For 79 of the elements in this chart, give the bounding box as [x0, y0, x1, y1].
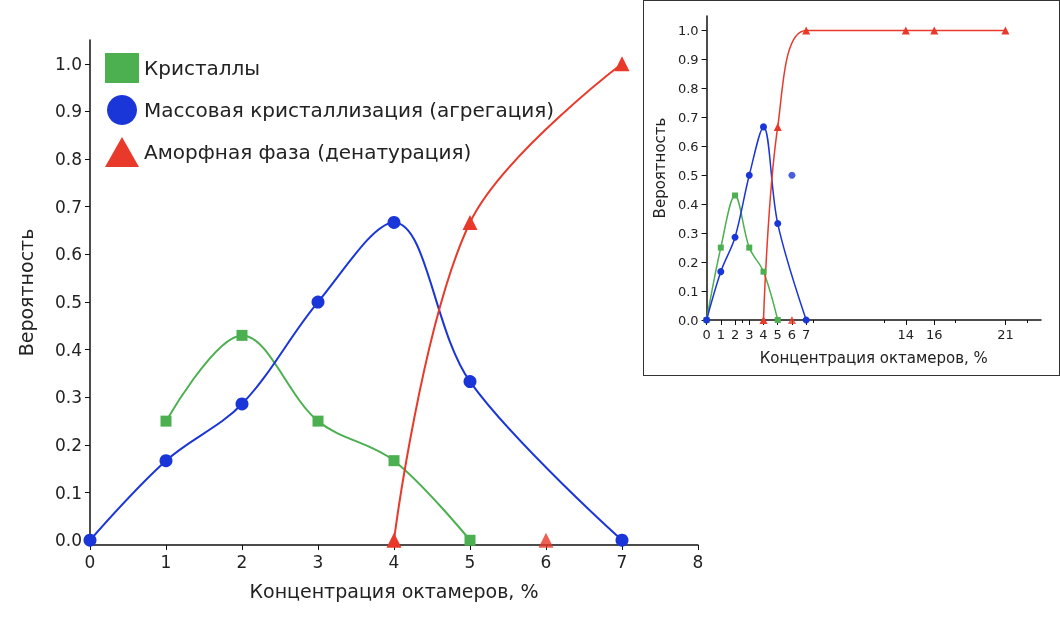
point [236, 329, 248, 341]
point [388, 455, 400, 467]
y-tick-label: 1.0 [54, 53, 82, 74]
x-tick-label: 1 [716, 327, 725, 342]
point [788, 171, 796, 179]
point [386, 532, 402, 548]
point [312, 415, 324, 427]
x-tick-label: 7 [802, 327, 811, 342]
y-tick-label: 0.6 [54, 244, 82, 265]
x-tick-label: 16 [925, 327, 943, 342]
y-tick-label: 0.4 [677, 196, 699, 212]
x-tick-label: 6 [540, 551, 552, 572]
legend-label: Аморфная фаза (денатурация) [144, 140, 472, 164]
x-tick-label: 0 [84, 551, 96, 572]
point [159, 454, 173, 468]
x-tick-label: 6 [787, 327, 797, 342]
point [732, 192, 739, 199]
legend-label: Кристаллы [144, 56, 261, 80]
point [745, 171, 753, 179]
y-tick-label: 0.9 [677, 51, 699, 67]
x-tick-label: 0 [702, 327, 711, 342]
x-tick-label: 4 [759, 327, 768, 342]
point [802, 316, 810, 324]
y-tick-label: 0.4 [54, 339, 82, 360]
y-tick-label: 0.2 [54, 434, 82, 455]
point [615, 533, 629, 547]
point [160, 415, 172, 427]
point [235, 397, 249, 411]
point [746, 244, 753, 251]
y-tick-label: 0.3 [677, 225, 699, 241]
y-tick-label: 0.6 [677, 138, 699, 154]
x-tick-label: 2 [236, 551, 248, 572]
x-axis-title: Концентрация октамеров, % [759, 348, 988, 367]
y-tick-label: 0.0 [54, 530, 82, 551]
point [614, 56, 630, 72]
y-tick-label: 0.1 [677, 283, 699, 299]
x-tick-label: 21 [997, 327, 1014, 342]
point [387, 215, 401, 229]
y-tick-label: 0.8 [677, 80, 699, 96]
y-tick-label: 0.2 [677, 254, 699, 270]
x-tick-label: 3 [745, 327, 754, 342]
y-tick-label: 0.9 [54, 101, 82, 122]
y-tick-label: 0.0 [677, 312, 699, 328]
point [462, 214, 478, 230]
x-tick-label: 8 [692, 551, 704, 572]
point [760, 268, 767, 275]
y-tick-label: 0.7 [54, 196, 82, 217]
y-tick-label: 0.5 [54, 292, 82, 313]
x-tick-label: 5 [464, 551, 476, 572]
y-tick-label: 0.5 [677, 167, 699, 183]
point [83, 533, 97, 547]
point [717, 268, 725, 276]
point [464, 534, 476, 546]
point [463, 375, 477, 389]
point [774, 220, 782, 228]
point [760, 123, 767, 131]
y-tick-label: 1.0 [677, 22, 699, 38]
x-axis-title: Концентрация октамеров, % [249, 579, 539, 602]
y-axis-title: Вероятность [14, 228, 37, 357]
legend-label: Массовая кристаллизация (агрегация) [144, 98, 555, 122]
point [773, 122, 782, 131]
point [731, 233, 739, 241]
x-tick-label: 5 [773, 327, 782, 342]
y-axis-title: Вероятность [650, 117, 669, 219]
x-tick-label: 4 [388, 551, 400, 572]
point [759, 316, 768, 324]
x-tick-label: 3 [312, 551, 324, 572]
point [787, 316, 796, 324]
point [717, 244, 724, 251]
y-tick-label: 0.8 [54, 149, 82, 170]
point [538, 532, 554, 548]
y-tick-label: 0.3 [54, 387, 82, 408]
y-tick-label: 0.7 [677, 109, 699, 125]
y-tick-label: 0.1 [54, 482, 82, 503]
point [311, 295, 325, 309]
x-tick-label: 14 [897, 327, 915, 342]
x-tick-label: 7 [616, 551, 628, 572]
x-tick-label: 2 [730, 327, 740, 342]
x-tick-label: 1 [160, 551, 172, 572]
